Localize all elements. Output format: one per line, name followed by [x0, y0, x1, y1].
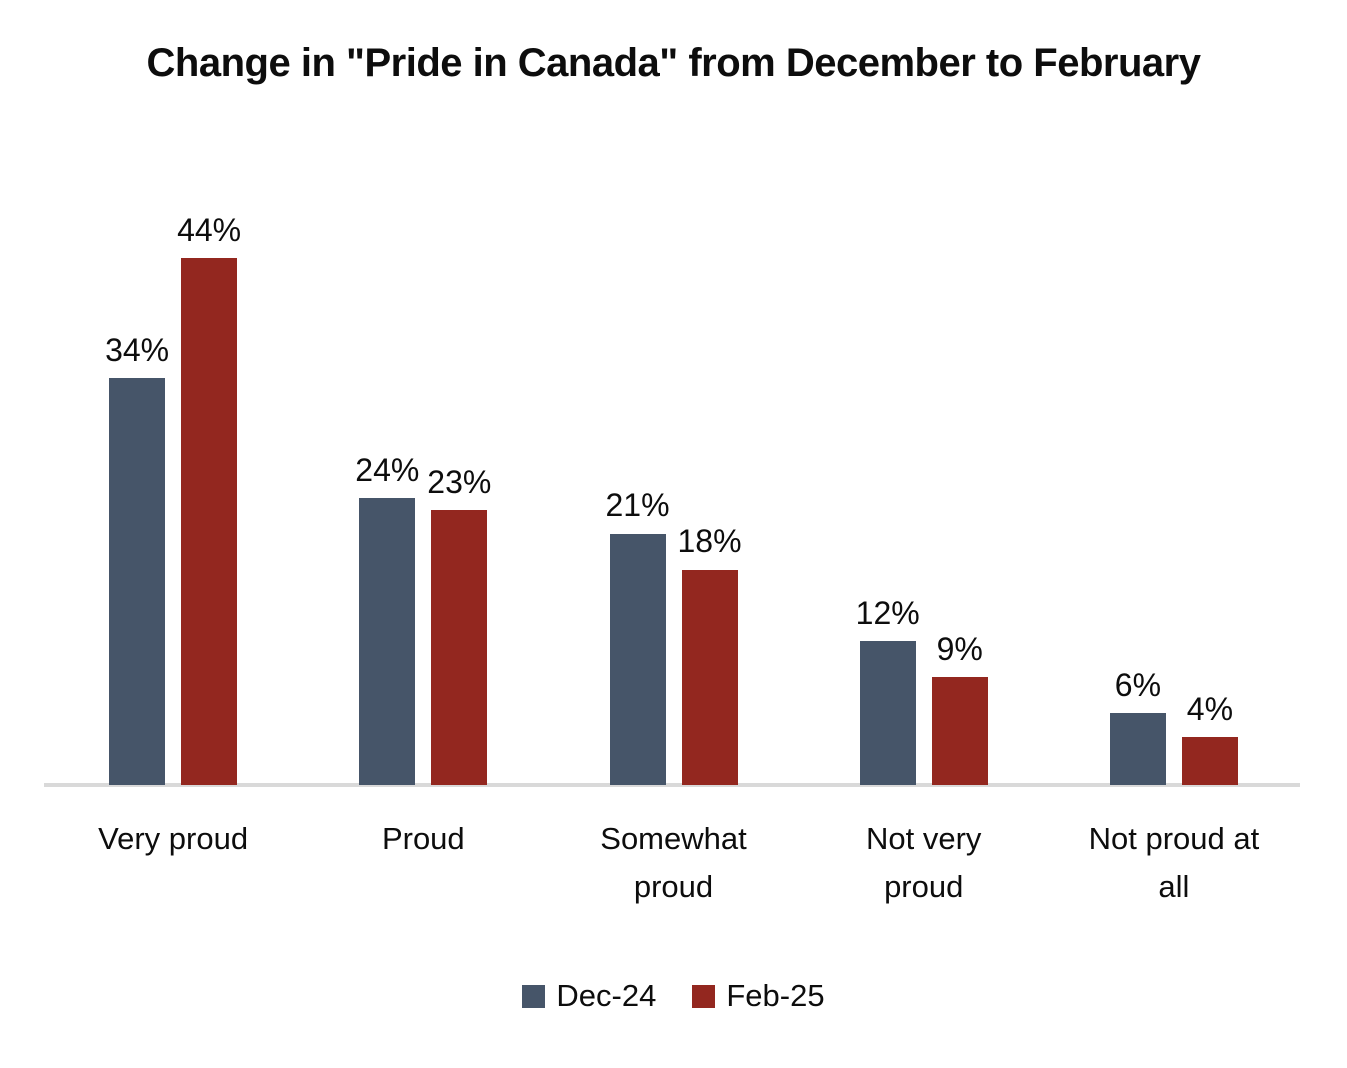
x-axis-line [44, 783, 1300, 787]
legend-item-feb-25: Feb-25 [692, 978, 825, 1014]
bar-feb-25-not-very-proud: 9% [931, 631, 988, 785]
x-axis-label-line: proud [633, 869, 714, 905]
data-label-dec-24-very-proud: 34% [105, 331, 170, 368]
data-label-feb-25-not-proud-at-all: 4% [1186, 690, 1234, 727]
x-axis-label-line: Proud [381, 821, 465, 856]
bar-feb-25-proud: 23% [427, 464, 491, 785]
category-group-somewhat-proud: 21% 18% [548, 0, 798, 785]
x-axis-label-line: Somewhat [600, 821, 747, 856]
x-axis-labels: Very proud Proud Somewhat proud Not very prou… [48, 815, 1299, 911]
data-label-dec-24-somewhat-proud: 21% [605, 487, 670, 524]
legend: Dec-24 Feb-25 [0, 978, 1347, 1014]
bar-dec-24-not-proud-at-all: 6% [1109, 667, 1166, 785]
plot-area: 34% 44% 24% 23% 21% 18% 12% 9% 6% 4% [48, 0, 1299, 785]
data-label-dec-24-not-proud-at-all: 6% [1114, 667, 1162, 704]
bar-feb-25-very-proud: 44% [177, 212, 241, 785]
data-label-feb-25-somewhat-proud: 18% [677, 523, 742, 560]
bar-feb-25-not-proud-at-all: 4% [1181, 691, 1238, 785]
chart-title: Change in "Pride in Canada" from Decembe… [146, 41, 1201, 85]
legend-label: Feb-25 [726, 978, 825, 1013]
category-group-not-very-proud: 12% 9% [799, 0, 1049, 785]
data-label-feb-25-not-very-proud: 9% [936, 631, 983, 668]
category-group-not-proud-at-all: 6% 4% [1049, 0, 1299, 785]
x-axis-label-proud: Proud [298, 815, 548, 911]
data-label-dec-24-proud: 24% [355, 451, 420, 488]
x-axis-label-not-very-proud: Not very proud [799, 815, 1049, 911]
x-axis-label-line: Very proud [98, 821, 249, 856]
x-axis-label-line: Not proud at [1088, 821, 1260, 856]
data-label-dec-24-not-very-proud: 12% [855, 595, 920, 632]
legend-swatch-dec-24 [522, 984, 546, 1008]
x-axis-label-line: all [1158, 869, 1190, 905]
category-group-very-proud: 34% 44% [48, 0, 298, 785]
x-axis-label-line: Not very [866, 821, 982, 856]
x-axis-label-line: proud [884, 869, 964, 905]
bar-dec-24-proud: 24% [355, 452, 419, 785]
bar-dec-24-not-very-proud: 12% [856, 596, 920, 785]
data-label-feb-25-proud: 23% [427, 463, 492, 500]
bar-dec-24-very-proud: 34% [105, 332, 169, 785]
x-axis-label-somewhat-proud: Somewhat proud [548, 815, 798, 911]
legend-swatch-feb-25 [692, 984, 716, 1008]
data-label-feb-25-very-proud: 44% [177, 212, 242, 249]
x-axis-label-very-proud: Very proud [48, 815, 298, 911]
legend-item-dec-24: Dec-24 [522, 978, 656, 1014]
legend-label: Dec-24 [556, 978, 657, 1013]
bar-feb-25-somewhat-proud: 18% [677, 524, 742, 785]
x-axis-label-not-proud-at-all: Not proud at all [1049, 815, 1299, 911]
category-group-proud: 24% 23% [298, 0, 548, 785]
bar-dec-24-somewhat-proud: 21% [605, 488, 670, 785]
